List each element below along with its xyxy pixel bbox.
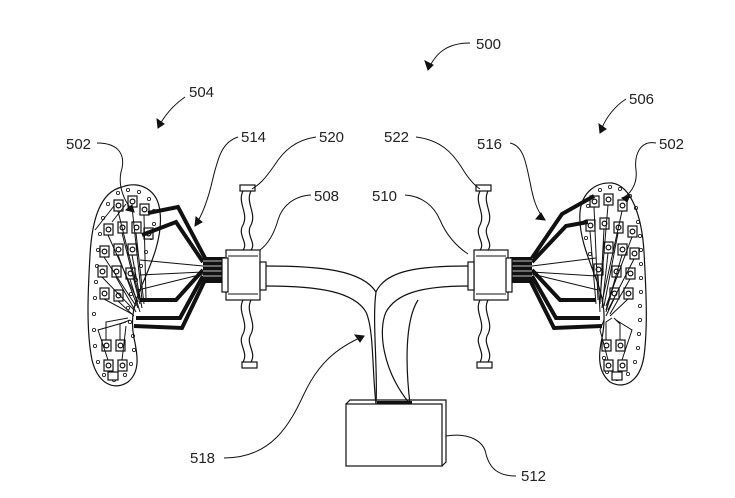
label-502-left: 502 <box>66 136 91 153</box>
hub-front <box>345 403 443 467</box>
cable-left-upper <box>265 265 377 293</box>
right-insole-traces <box>589 204 635 361</box>
right-module-510 <box>467 184 513 369</box>
module-508-body <box>225 249 261 301</box>
left-cable-bundle <box>203 257 225 283</box>
cable-center <box>373 291 419 405</box>
right-antenna-cap-bottom <box>476 361 493 369</box>
cable-left-lower <box>265 285 377 405</box>
label-512: 512 <box>521 468 546 485</box>
left-antenna-cap-bottom <box>241 361 258 369</box>
label-508: 508 <box>314 188 339 205</box>
right-antenna-bottom <box>477 299 491 363</box>
cable-right-lower <box>381 285 469 405</box>
leaders <box>96 42 657 477</box>
cable-right-upper <box>375 265 469 293</box>
labels: 500 504 506 502 502 514 520 522 516 508 … <box>66 36 684 485</box>
right-antenna-cap-top <box>475 184 492 192</box>
label-520: 520 <box>319 129 344 146</box>
left-insole <box>87 184 225 387</box>
right-insole-bundle <box>528 194 603 331</box>
label-504: 504 <box>189 84 214 101</box>
label-518: 518 <box>190 450 215 467</box>
left-antenna-bottom <box>240 299 254 363</box>
label-514: 514 <box>241 129 266 146</box>
left-antenna-cap-top <box>239 184 256 192</box>
label-522: 522 <box>384 129 409 146</box>
left-antenna-top <box>240 190 254 251</box>
label-510: 510 <box>372 188 397 205</box>
left-insole-outline <box>87 184 162 387</box>
right-cable-bundle <box>510 257 532 283</box>
label-506: 506 <box>629 91 654 108</box>
right-insole <box>510 182 647 386</box>
label-502-right: 502 <box>659 136 684 153</box>
right-antenna-top <box>477 190 491 251</box>
right-insole-dots <box>583 184 644 381</box>
hub-512 <box>345 399 447 467</box>
label-500: 500 <box>476 36 501 53</box>
left-module-508 <box>221 184 267 369</box>
right-insole-outline <box>579 182 647 386</box>
module-510-body <box>473 249 509 301</box>
hub-top-edge <box>345 399 447 467</box>
label-516: 516 <box>477 136 502 153</box>
left-insole-traces <box>94 203 147 361</box>
cable-518 <box>265 265 469 405</box>
left-insole-bundle <box>133 204 207 331</box>
